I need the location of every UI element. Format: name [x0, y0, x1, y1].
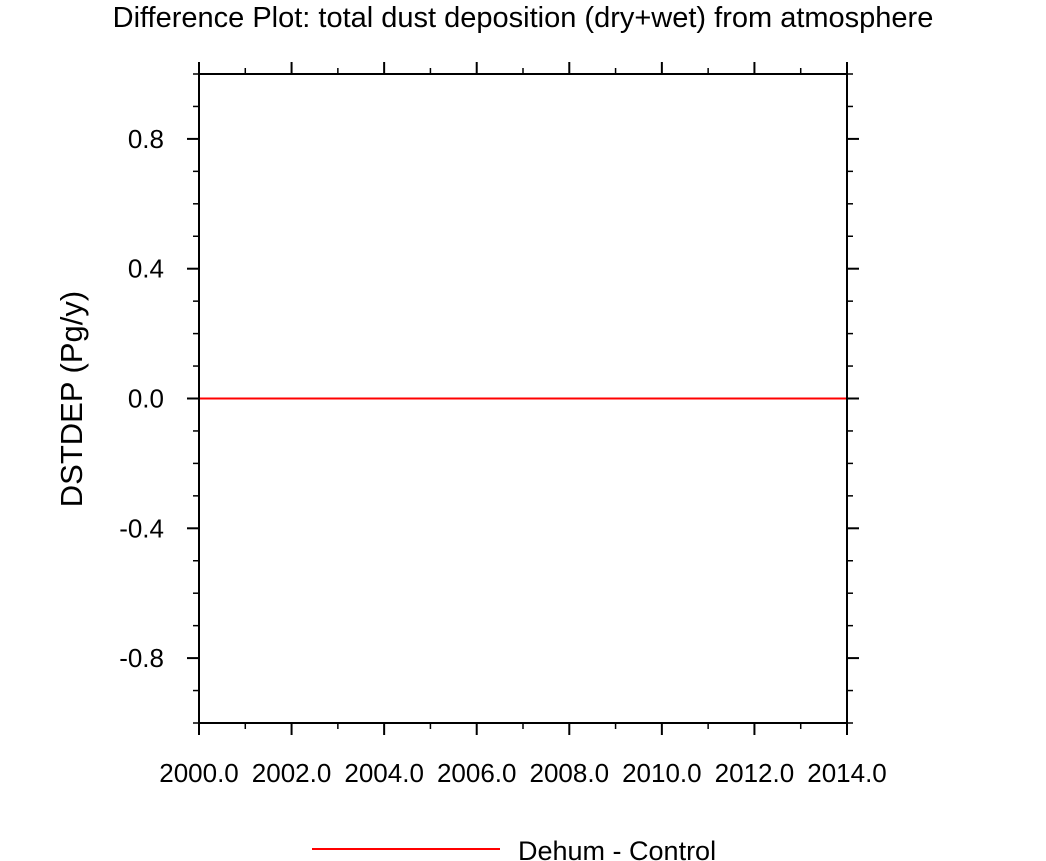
- x-tick-label: 2000.0: [159, 758, 239, 788]
- y-tick-label: 0.4: [128, 254, 164, 284]
- y-tick-label: 0.8: [128, 124, 164, 154]
- y-axis-label: DSTDEP (Pg/y): [54, 291, 89, 507]
- x-tick-label: 2004.0: [344, 758, 424, 788]
- x-tick-label: 2006.0: [437, 758, 517, 788]
- x-tick-label: 2014.0: [807, 758, 887, 788]
- x-tick-label: 2008.0: [530, 758, 610, 788]
- y-tick-label: 0.0: [128, 384, 164, 414]
- x-tick-label: 2012.0: [715, 758, 795, 788]
- x-tick-label: 2010.0: [622, 758, 702, 788]
- tick-labels: 2000.0 2002.0 2004.0 2006.0 2008.0 2010.0 2012…: [119, 124, 887, 788]
- chart-title: Difference Plot: total dust deposition (…: [113, 2, 934, 34]
- y-tick-label: -0.4: [119, 513, 164, 543]
- y-tick-label: -0.8: [119, 643, 164, 673]
- legend: Dehum - Control: [312, 836, 716, 861]
- x-tick-label: 2002.0: [252, 758, 332, 788]
- plot-frame: [198, 73, 848, 724]
- legend-label-dehum-control: Dehum - Control: [518, 836, 716, 861]
